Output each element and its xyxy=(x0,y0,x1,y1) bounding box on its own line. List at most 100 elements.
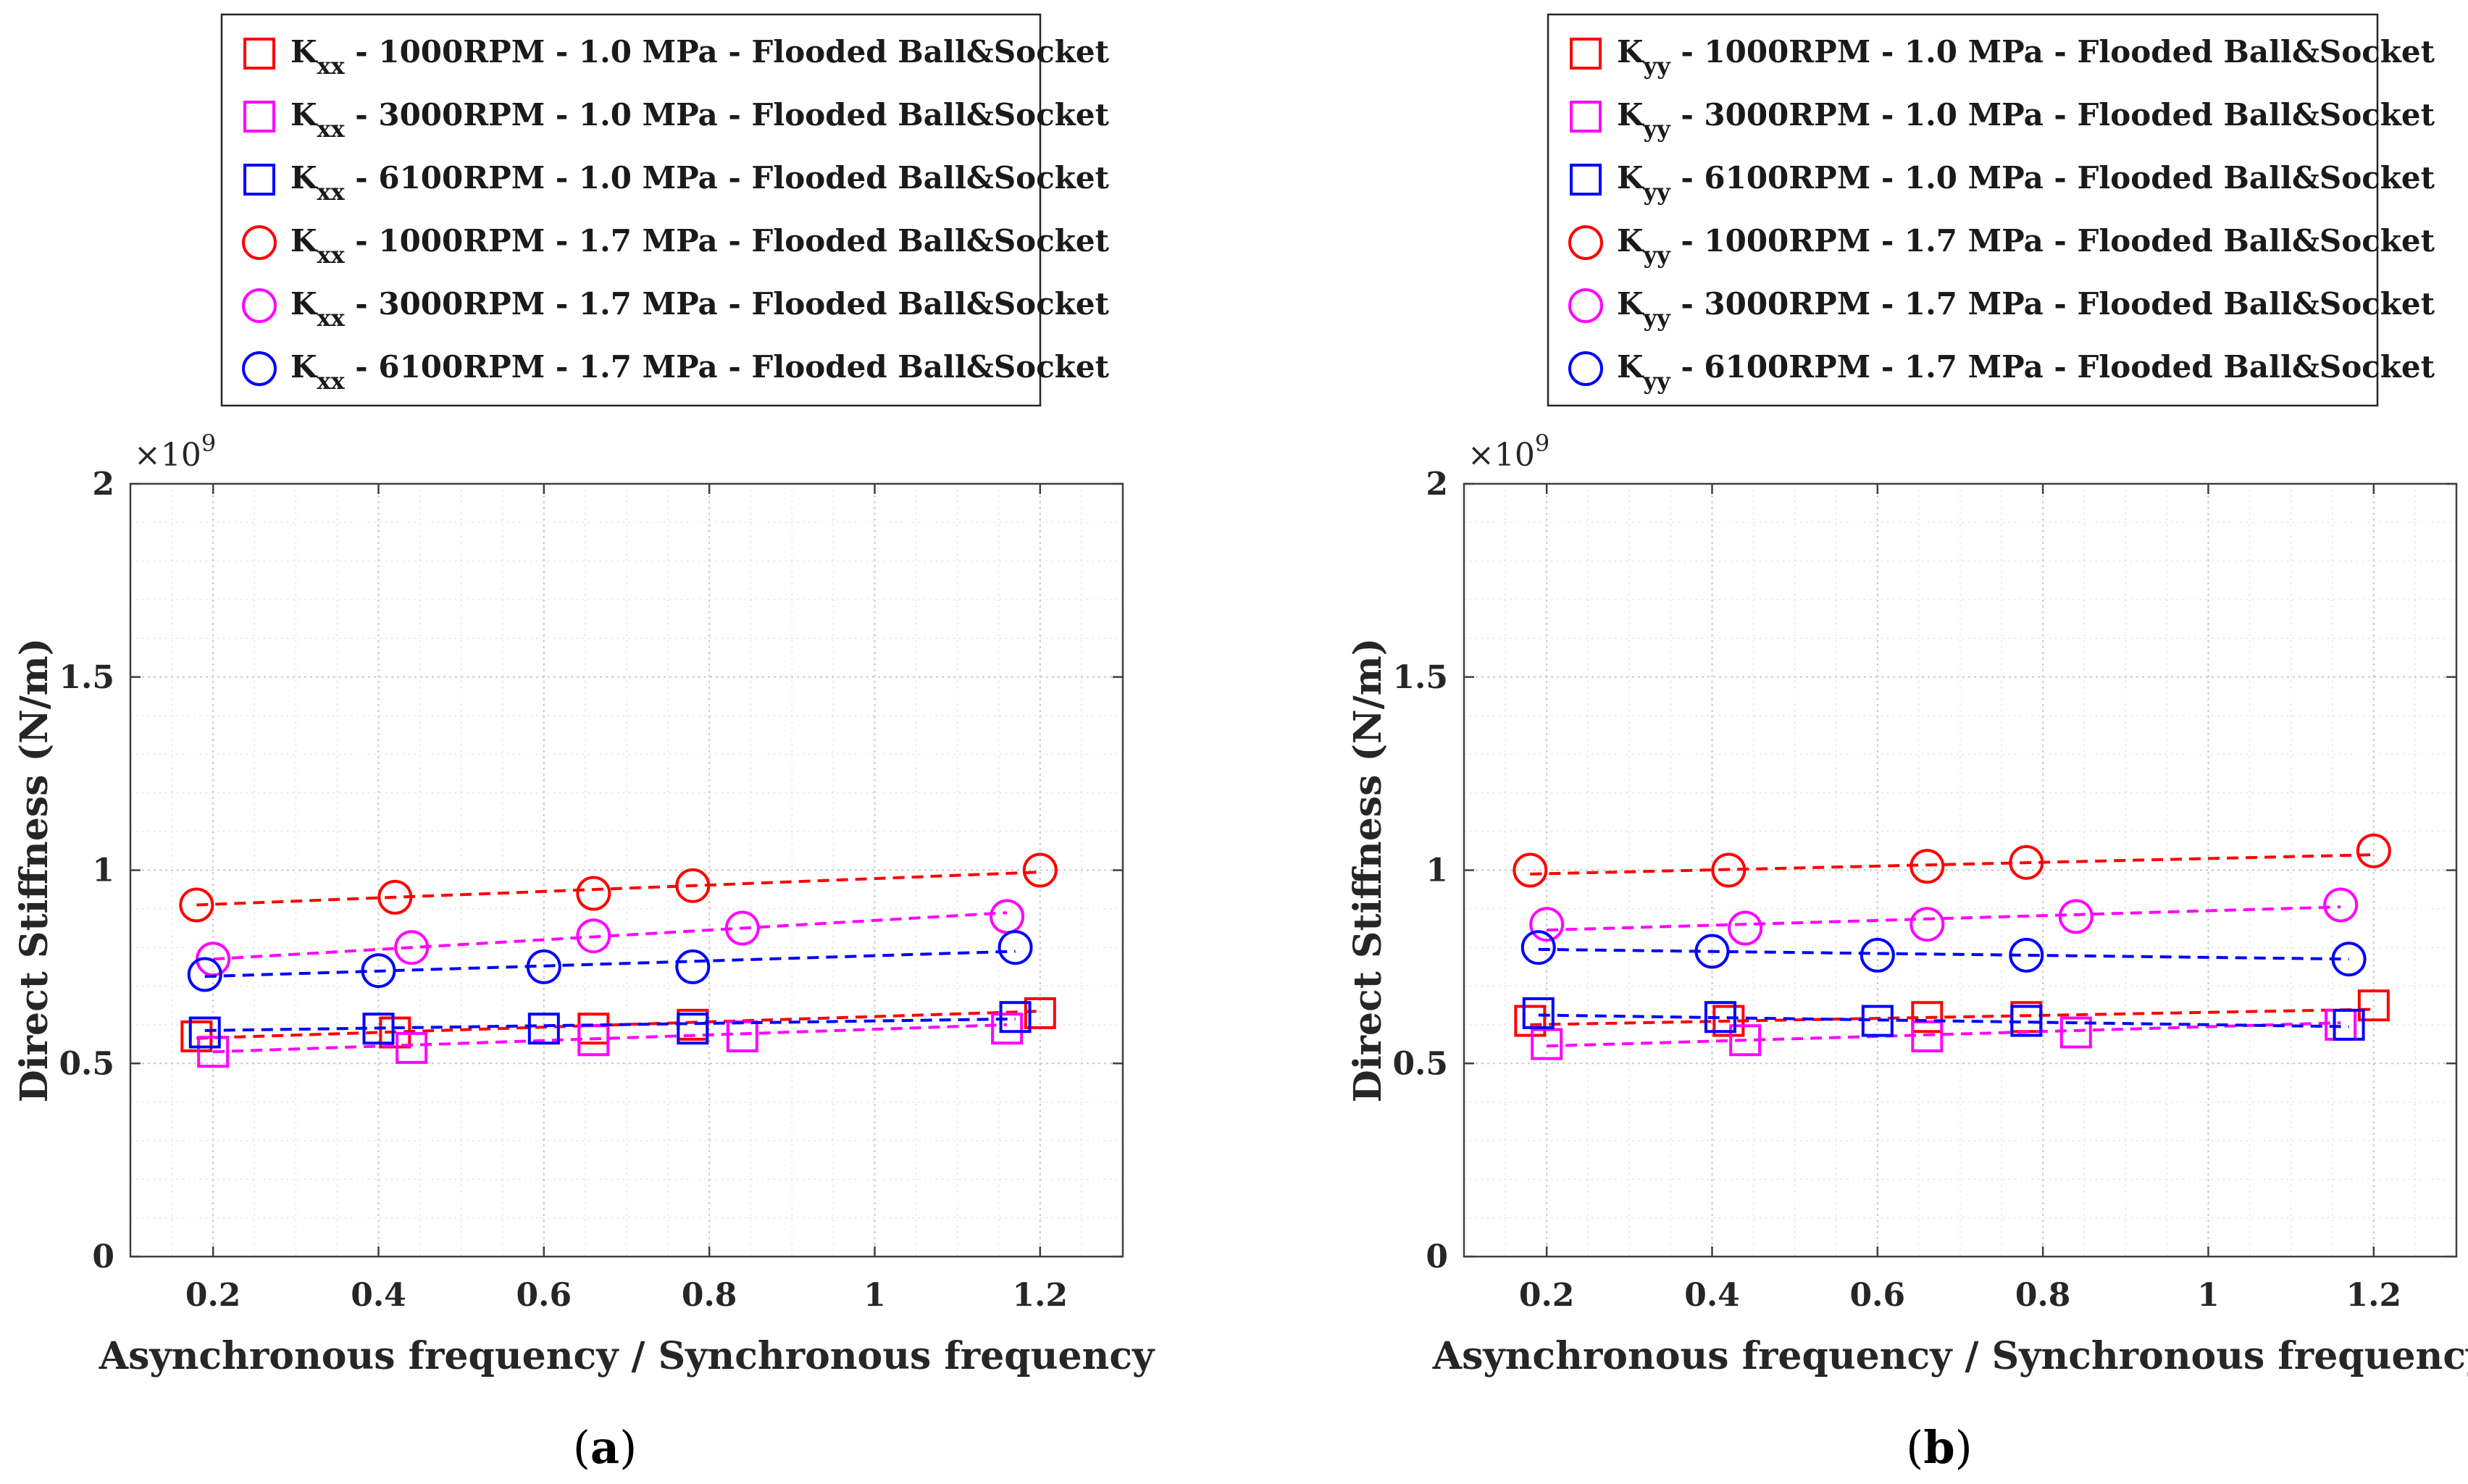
data-point xyxy=(1024,997,1056,1029)
data-point xyxy=(1520,930,1556,965)
legend-marker xyxy=(242,351,277,386)
legend-k: K xyxy=(290,286,318,322)
data-point xyxy=(677,1013,709,1045)
legend-text: - 1000RPM - 1.0 MPa - Flooded Ball&Socke… xyxy=(1670,34,2435,70)
series-yy-1 xyxy=(1531,1008,2357,1060)
legend-marker xyxy=(1570,38,1602,70)
data-point xyxy=(1909,907,1945,942)
panel-label-close: ) xyxy=(1955,1421,1973,1474)
legend-entry: Kyy - 3000RPM - 1.7 MPa - Flooded Ball&S… xyxy=(1617,286,2435,332)
data-point xyxy=(2323,887,2359,923)
data-point xyxy=(527,1013,560,1045)
legend-k: K xyxy=(1617,34,1644,70)
legend-subscript: yy xyxy=(1643,178,1672,206)
data-point xyxy=(724,910,760,946)
legend-subscript: xx xyxy=(317,52,346,80)
x-tick-label: 0.6 xyxy=(516,1277,572,1314)
fit-line xyxy=(1547,905,2341,932)
fit-line xyxy=(1538,947,2349,961)
data-point xyxy=(188,1016,221,1049)
series-xx-5 xyxy=(187,930,1033,992)
grid xyxy=(130,484,1123,1257)
data-point xyxy=(1704,1001,1736,1034)
x-tick-label: 1 xyxy=(2197,1277,2220,1314)
data-point xyxy=(2058,899,2093,934)
data-point xyxy=(576,918,611,954)
y-tick-label: 2 xyxy=(1426,466,1448,503)
multiplier-base: ×10 xyxy=(1468,437,1535,474)
data-point xyxy=(577,1024,610,1057)
data-point xyxy=(1514,1005,1547,1037)
legend-box xyxy=(1547,13,2379,407)
panel-label-open: ( xyxy=(573,1421,590,1474)
legend-entry: Kxx - 6100RPM - 1.0 MPa - Flooded Ball&S… xyxy=(290,160,1110,206)
y-tick-label: 0.5 xyxy=(59,1045,114,1082)
data-point xyxy=(1531,1028,1563,1060)
y-axis-label: Direct Stiffness (N/m) xyxy=(12,638,57,1102)
data-point xyxy=(2331,942,2367,977)
fit-line xyxy=(1538,1013,2349,1028)
data-point xyxy=(361,953,396,989)
fit-line xyxy=(1530,853,2374,876)
legend-text: - 1000RPM - 1.7 MPa - Flooded Ball&Socke… xyxy=(1670,223,2435,259)
data-point xyxy=(2356,833,2391,868)
data-point xyxy=(675,949,711,984)
fit-line xyxy=(196,871,1040,907)
data-point xyxy=(1911,1020,1944,1052)
legend-subscript: yy xyxy=(1643,52,1672,80)
y-tick-label: 0 xyxy=(92,1238,114,1275)
data-point xyxy=(1728,910,1763,946)
legend-entry: Kyy - 1000RPM - 1.7 MPa - Flooded Ball&S… xyxy=(1617,223,2435,269)
series-xx-2 xyxy=(188,1001,1032,1049)
legend-subscript: xx xyxy=(317,241,346,269)
fit-line xyxy=(1547,1021,2341,1048)
data-point xyxy=(526,949,561,984)
legend-entry: Kxx - 6100RPM - 1.7 MPa - Flooded Ball&S… xyxy=(290,349,1110,395)
legend: Kyy - 1000RPM - 1.0 MPa - Flooded Ball&S… xyxy=(1547,13,2435,407)
y-tick-label: 1 xyxy=(1426,852,1448,889)
legend-subscript: xx xyxy=(317,304,346,332)
series-yy-0 xyxy=(1514,989,2390,1037)
legend-text: - 1000RPM - 1.7 MPa - Flooded Ball&Socke… xyxy=(345,223,1110,259)
data-point xyxy=(1529,907,1565,942)
panel-a: 0.2 0.4 0.6 0.8 1 1.2 0 0.5 1 1.5 2 ×109 Asynchronou… xyxy=(12,13,1155,1474)
legend: Kxx - 1000RPM - 1.0 MPa - Flooded Ball&S… xyxy=(220,13,1110,407)
x-tick-label: 1 xyxy=(863,1277,886,1314)
legend-k: K xyxy=(290,160,318,196)
data-point xyxy=(396,1031,428,1064)
legend-subscript: xx xyxy=(317,178,346,206)
data-point xyxy=(187,957,222,992)
legend-text: - 1000RPM - 1.0 MPa - Flooded Ball&Socke… xyxy=(345,34,1110,70)
fit-line xyxy=(1530,1007,2374,1026)
legend-k: K xyxy=(1617,160,1644,196)
data-point xyxy=(1513,852,1548,888)
legend-marker xyxy=(1570,164,1602,196)
grid xyxy=(1464,484,2456,1257)
legend-text: - 3000RPM - 1.7 MPa - Flooded Ball&Socke… xyxy=(345,286,1110,322)
panel-label-open: ( xyxy=(1906,1421,1923,1474)
legend-entry: Kxx - 1000RPM - 1.7 MPa - Flooded Ball&S… xyxy=(290,223,1110,269)
data-point xyxy=(1711,852,1747,888)
data-point xyxy=(2009,844,2044,880)
y-tick-label: 1.5 xyxy=(59,659,114,696)
x-tick-label: 0.8 xyxy=(682,1277,737,1314)
data-point xyxy=(991,1013,1024,1045)
legend-entry: Kyy - 6100RPM - 1.7 MPa - Flooded Ball&S… xyxy=(1617,349,2435,395)
legend-box xyxy=(220,13,1042,407)
legend-k: K xyxy=(290,349,318,385)
data-point xyxy=(2009,937,2044,973)
data-point xyxy=(394,930,430,965)
x-tick-label: 1.2 xyxy=(1013,1277,1068,1314)
data-point xyxy=(197,1036,230,1068)
legend-subscript: xx xyxy=(317,115,346,143)
legend-entry: Kxx - 3000RPM - 1.7 MPa - Flooded Ball&S… xyxy=(290,286,1110,332)
fit-line xyxy=(204,1017,1016,1032)
data-point xyxy=(362,1013,395,1045)
axis-multiplier: ×109 xyxy=(134,429,216,474)
panel-label-letter: a xyxy=(590,1421,619,1474)
legend-entry: Kyy - 6100RPM - 1.0 MPa - Flooded Ball&S… xyxy=(1617,160,2435,206)
legend-k: K xyxy=(290,223,318,259)
data-point xyxy=(2010,1005,2043,1037)
legend-marker xyxy=(242,225,277,260)
legend-subscript: xx xyxy=(317,367,346,395)
